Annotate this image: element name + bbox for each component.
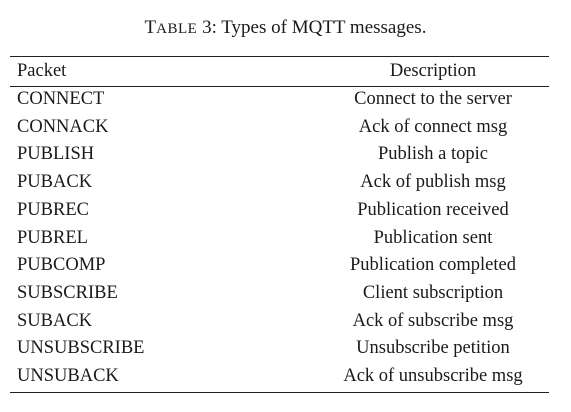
table-top-rule <box>10 56 549 57</box>
table-row: PUBLISH Publish a topic <box>10 141 549 169</box>
table-row: SUBSCRIBE Client subscription <box>10 280 549 308</box>
packet-cell: UNSUBSCRIBE <box>17 338 145 359</box>
table-row: SUBACK Ack of subscribe msg <box>10 308 549 336</box>
table-row: PUBCOMP Publication completed <box>10 252 549 280</box>
packet-cell: SUBACK <box>17 310 93 331</box>
table-bottom-rule <box>10 392 549 393</box>
description-cell: Ack of connect msg <box>358 116 508 137</box>
description-cell: Publication received <box>357 199 509 220</box>
description-cell: Ack of unsubscribe msg <box>343 366 523 387</box>
description-cell: Unsubscribe petition <box>356 338 510 359</box>
packet-cell: PUBREL <box>17 227 88 248</box>
packet-cell: PUBREC <box>17 199 89 220</box>
packet-cell: PUBLISH <box>17 144 95 165</box>
packet-cell: CONNACK <box>17 116 109 137</box>
description-cell: Ack of publish msg <box>360 172 506 193</box>
table-row: PUBREC Publication received <box>10 197 549 225</box>
description-cell: Connect to the server <box>354 89 512 109</box>
caption-label-smallcaps: ABLE <box>156 21 198 37</box>
description-cell: Publish a topic <box>378 144 488 165</box>
table-row: CONNECT Connect to the server <box>10 86 549 114</box>
header-packet: Packet <box>17 61 67 81</box>
table-row: PUBREL Publication sent <box>10 225 549 253</box>
table-caption: TABLE 3: Types of MQTT messages. <box>0 16 571 41</box>
table-row: UNSUBSCRIBE Unsubscribe petition <box>10 335 549 363</box>
table-row: PUBACK Ack of publish msg <box>10 169 549 197</box>
description-cell: Client subscription <box>362 282 504 303</box>
header-description: Description <box>389 61 477 81</box>
description-cell: Publication completed <box>350 255 516 276</box>
packet-cell: CONNECT <box>17 89 105 109</box>
mqtt-messages-table: Packet Description CONNECT Connect to th… <box>10 57 549 391</box>
packet-cell: SUBSCRIBE <box>17 282 118 303</box>
packet-cell: PUBCOMP <box>17 255 106 276</box>
caption-label-initial: T <box>144 17 157 38</box>
table-header-rule <box>10 86 549 87</box>
packet-cell: PUBACK <box>17 172 93 193</box>
table-row: CONNACK Ack of connect msg <box>10 114 549 142</box>
caption-label-number: 3: <box>202 17 217 38</box>
packet-cell: UNSUBACK <box>17 366 119 387</box>
description-cell: Ack of subscribe msg <box>352 310 514 331</box>
table-header-row: Packet Description <box>10 57 549 86</box>
caption-text: Types of MQTT messages. <box>221 17 427 38</box>
table-row: UNSUBACK Ack of unsubscribe msg <box>10 363 549 391</box>
description-cell: Publication sent <box>373 227 493 248</box>
